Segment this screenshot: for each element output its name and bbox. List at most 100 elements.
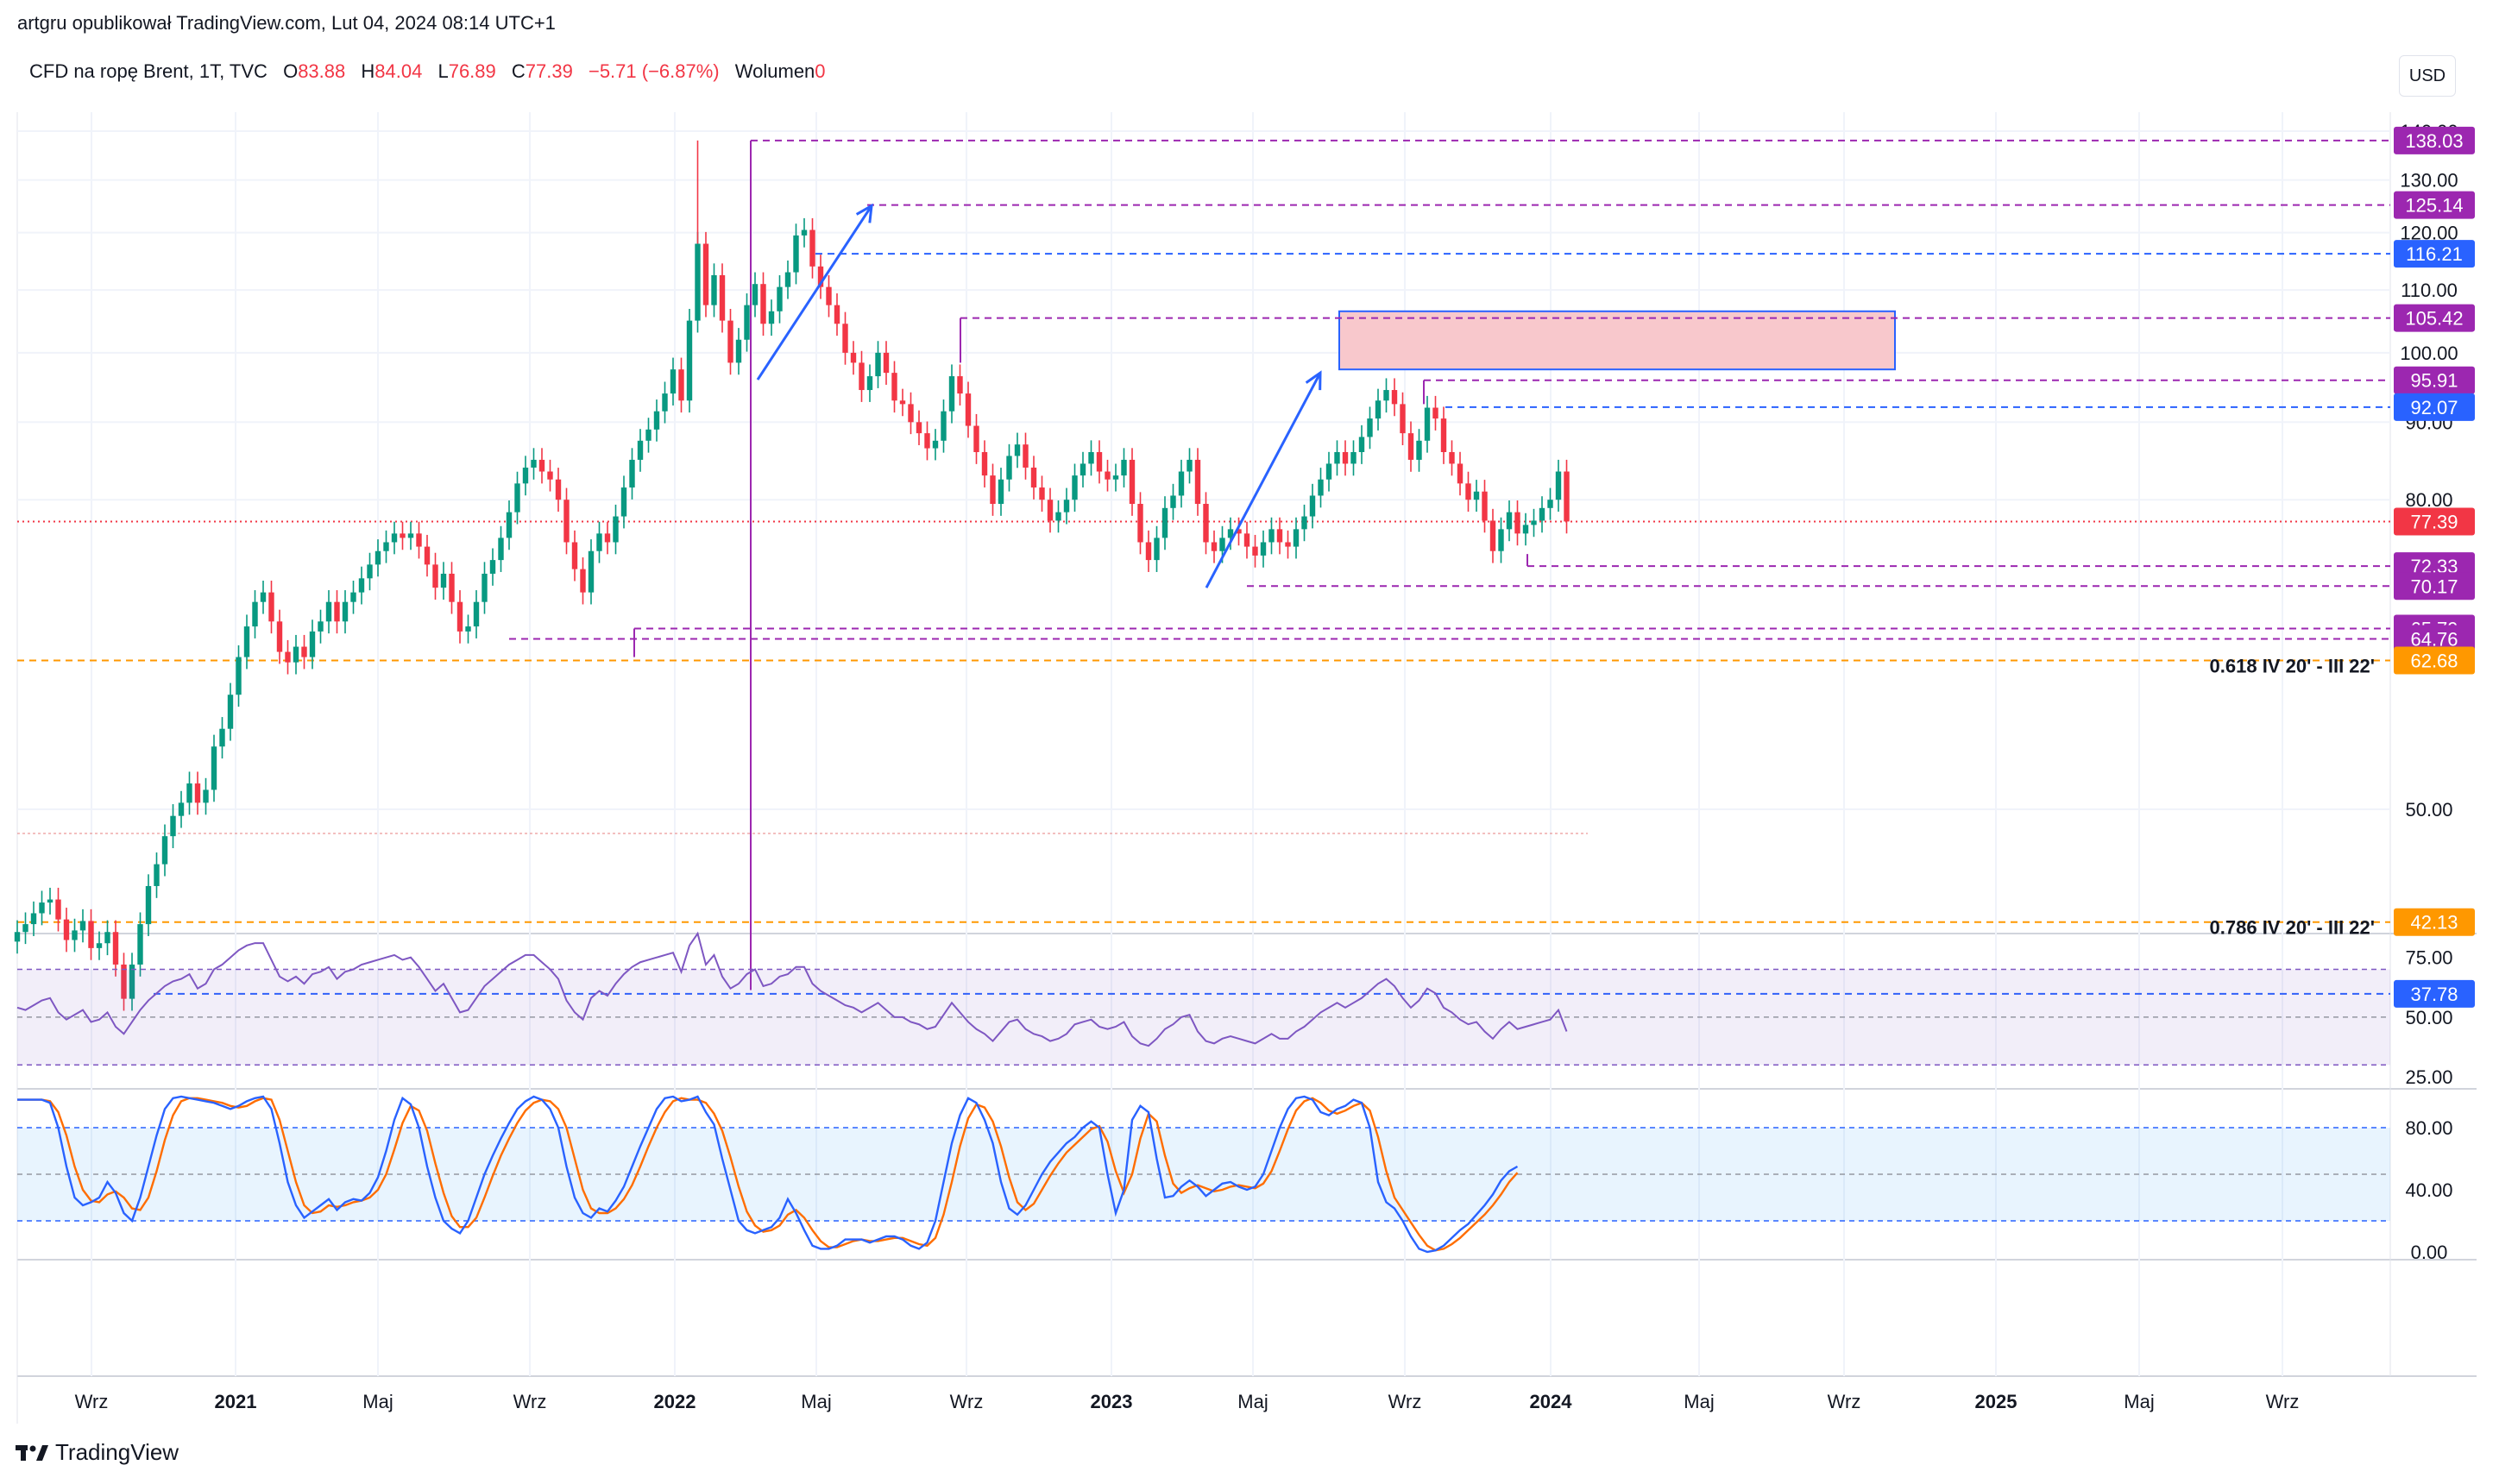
candle-body [489,560,496,574]
candle-body [580,569,586,593]
candle-body [538,459,545,472]
open-label: O [283,60,299,82]
candle-body [367,564,373,579]
price-label-text: 72.33 [2410,556,2458,577]
candle-body [63,919,70,940]
candle-body [826,286,832,305]
candle-body [22,924,28,933]
candle-body [973,425,979,452]
price-label-text: 125.14 [2405,195,2463,217]
candle-body [670,369,677,394]
candle-body [194,783,201,803]
candle-body [30,913,37,925]
candle-body [465,626,471,632]
candle-body [760,284,766,324]
candle-body [334,601,340,622]
candle-body [1449,451,1455,464]
candle-body [1055,512,1061,521]
candle-body [260,592,267,602]
candle-body [1407,433,1414,460]
candle-body [957,376,963,394]
candle-body [695,243,701,321]
candle-body [883,352,890,374]
candle-body [1440,418,1447,452]
candle-body [456,601,463,632]
candle-body [416,533,422,547]
x-tick-label: 2024 [1530,1391,1573,1412]
price-label-text: 105.42 [2405,308,2463,330]
candle-body [88,921,94,948]
tradingview-logo[interactable]: TradingView [16,1439,179,1466]
candle-body [1276,529,1283,543]
candle-body [203,789,209,803]
x-tick-label: Wrz [1828,1391,1861,1412]
candle-body [14,932,21,942]
candle-body [1161,507,1168,538]
candle-body [653,411,660,430]
candle-body [104,932,110,944]
symbol-name[interactable]: CFD na ropę Brent, 1T, TVC [29,60,268,82]
price-label-text: 42.13 [2410,912,2458,934]
attribution-text: artgru opublikował TradingView.com, Lut … [17,12,556,34]
x-tick-label: Maj [1684,1391,1714,1412]
price-label-box [2394,646,2475,675]
price-label-box [2394,979,2475,1008]
candle-body [1112,475,1119,480]
candle-body [1325,463,1332,480]
candle-body [449,573,455,602]
candle-body [400,533,406,538]
candle-body [875,352,881,377]
candle-body [1465,483,1471,500]
candle-body [276,621,283,652]
price-label-box [2394,126,2475,154]
candle-body [79,921,86,931]
candle-body [473,601,480,627]
candles-group [14,140,1570,1011]
currency-button[interactable]: USD [2399,55,2456,97]
candle-body [1350,451,1357,464]
candle-body [1039,487,1045,500]
candle-body [1383,390,1389,401]
candle-body [47,899,54,903]
candle-body [178,802,185,816]
candle-body [1178,471,1185,496]
candle-body [1219,538,1225,551]
candle-body [1482,491,1488,521]
trend-arrow-head [1305,370,1322,391]
candle-body [1416,440,1422,460]
candle-body [1211,542,1218,551]
candle-body [1358,437,1365,452]
candle-body [1424,407,1431,441]
price-label-text: 64.76 [2410,629,2458,651]
trend-arrow [756,204,873,380]
price-label-box [2394,507,2475,536]
y-tick-label: 90.00 [2405,412,2452,433]
candle-body [424,546,431,565]
candle-body [72,930,78,940]
candle-body [1457,463,1464,484]
candle-body [161,836,168,865]
trend-arrow [1205,372,1322,588]
candle-body [1006,456,1012,480]
candle-body [514,483,520,512]
price-label-box [2394,908,2475,936]
candle-body [391,533,398,543]
high-value: 84.04 [375,60,423,82]
candle-body [432,564,438,588]
brand-name: TradingView [55,1439,179,1465]
candle-body [1236,529,1242,534]
rsi-line [16,931,1568,1047]
candle-body [1539,507,1545,521]
price-label-box [2394,240,2475,268]
candle-body [981,451,988,476]
candle-body [948,376,955,412]
candle-body [727,320,733,363]
candle-body [293,646,299,663]
candle-body [1506,512,1513,530]
candle-body [55,899,61,920]
candle-body [686,320,693,401]
candle-body [531,459,537,468]
x-tick-label: Wrz [950,1391,984,1412]
rsi-y-tick: 75.00 [2405,947,2452,969]
